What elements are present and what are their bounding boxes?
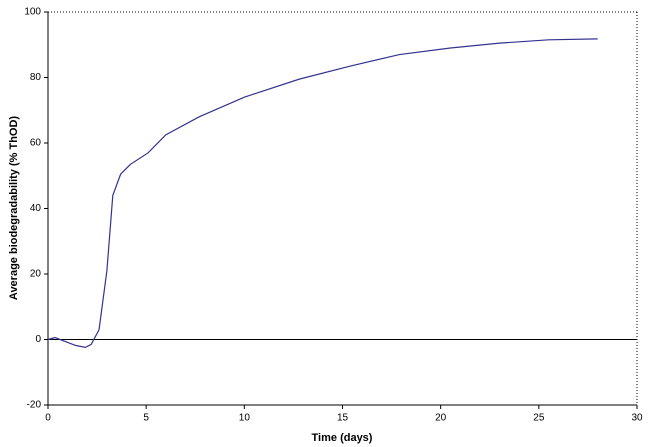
y-tick-label: 60 (30, 138, 42, 149)
data-line (47, 38, 598, 348)
x-tick-label: 20 (435, 413, 447, 424)
x-axis-title: Time (days) (312, 432, 373, 444)
y-tick-label: 0 (35, 334, 41, 345)
y-tick-label: 80 (30, 72, 42, 83)
x-tick-label: 30 (631, 413, 643, 424)
y-axis-title: Average biodegradability (% ThOD) (8, 116, 20, 301)
y-tick-label: 100 (24, 7, 41, 18)
x-tick-label: 5 (143, 413, 149, 424)
y-tick-label: -20 (27, 400, 42, 411)
x-tick-label: 0 (45, 413, 51, 424)
y-tick-label: 20 (30, 269, 42, 280)
x-tick-label: 10 (239, 413, 251, 424)
y-tick-label: 40 (30, 203, 42, 214)
x-tick-label: 25 (533, 413, 545, 424)
x-tick-label: 15 (337, 413, 349, 424)
